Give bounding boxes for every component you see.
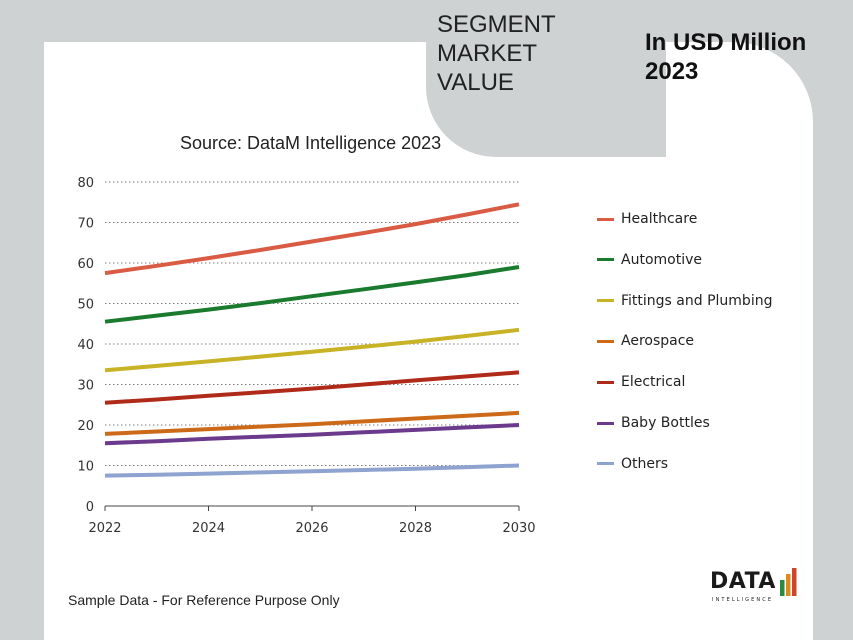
x-tick-label: 2026 [295,521,328,536]
legend-label: Others [621,455,669,472]
logo-text: DATA [710,569,776,594]
y-tick-label: 10 [77,460,94,475]
y-tick-label: 20 [77,419,94,434]
logo-bar [786,574,791,596]
series-line-baby-bottles [104,423,520,446]
series-line-fittings-and-plumbing [104,327,520,373]
y-tick-label: 70 [77,217,94,232]
series-line-automotive [104,265,520,324]
legend-label: Automotive [621,251,702,268]
unit-title: In USD Million 2023 [645,28,835,86]
x-tick-label: 2024 [192,521,225,536]
y-tick-label: 60 [77,257,94,272]
datam-logo: DATA INTELLIGENCE [710,562,802,608]
logo-bar [792,568,797,596]
y-tick-label: 30 [77,379,94,394]
series-line-others [104,463,520,478]
segment-title: SEGMENT MARKET VALUE [437,10,597,97]
segment-title-line: MARKET [437,40,538,67]
footnote: Sample Data - For Reference Purpose Only [68,592,340,608]
x-tick-label: 2022 [88,521,121,536]
legend-swatch [597,299,614,303]
series-line-aerospace [104,410,520,436]
legend-swatch [597,380,614,384]
y-tick-label: 80 [77,176,94,191]
logo-subtext: INTELLIGENCE [712,597,774,603]
legend-item: Electrical [597,372,685,392]
legend-item: Fittings and Plumbing [597,291,772,311]
legend-item: Others [597,454,668,474]
legend-swatch [597,217,614,221]
chart-card [44,42,813,640]
series-line-healthcare [104,202,520,276]
legend-swatch [597,258,614,262]
legend-item: Healthcare [597,209,697,229]
chart-title: Source: DataM Intelligence 2023 [180,133,442,153]
y-tick-label: 0 [86,500,94,515]
logo-bar [780,580,785,596]
logo-bars-icon [780,568,797,596]
legend-swatch [597,462,614,466]
legend-label: Electrical [621,374,686,391]
segment-title-line: SEGMENT [437,11,556,38]
unit-title-year: 2023 [645,58,699,85]
header-tab [426,42,666,157]
y-tick-label: 40 [77,338,94,353]
legend-item: Aerospace [597,331,694,351]
series-line-electrical [104,370,520,405]
legend-swatch [597,339,614,343]
legend-item: Automotive [597,250,702,270]
legend-label: Aerospace [621,333,695,350]
legend-label: Baby Bottles [621,415,710,431]
legend-item: Baby Bottles [597,413,710,433]
x-tick-label: 2028 [399,521,432,536]
y-tick-label: 50 [77,298,94,313]
segment-title-line: VALUE [437,69,514,96]
legend-swatch [597,421,614,425]
legend-label: Healthcare [621,211,698,227]
x-tick-label: 2030 [502,521,535,536]
unit-title-line: In USD Million [645,29,807,56]
legend-label: Fittings and Plumbing [621,292,773,309]
